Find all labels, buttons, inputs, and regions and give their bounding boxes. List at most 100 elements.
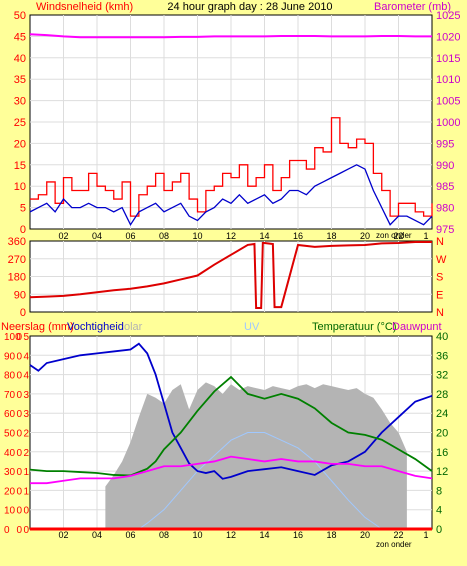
y-tick-label: 20 (4, 486, 16, 497)
y-tick-label: 3 (23, 390, 29, 401)
y-tick-label: 20 (436, 428, 448, 440)
y-tick-label: 15 (14, 160, 26, 172)
y-tick-label: 30 (14, 96, 26, 108)
x-tick-label: 16 (293, 231, 303, 241)
y-tick-label: 10 (4, 506, 16, 517)
y-tick-label: E (436, 289, 443, 301)
y-tick-label: 32 (436, 370, 448, 382)
y-tick-label: 985 (436, 181, 454, 193)
y-tick-label: 0 (16, 390, 22, 401)
y-tick-label: 0 (16, 448, 22, 459)
chart3-right-label: Temperatuur (°C) (312, 321, 396, 333)
series-direction (29, 240, 432, 310)
chart3-x-note: zon onder (376, 540, 412, 549)
chart3-x-axis: 02 04 06 08 10 12 14 16 18 20 22 1 (58, 530, 428, 540)
x-tick-label: 10 (192, 231, 202, 241)
y-tick-label: 270 (8, 254, 26, 266)
y-tick-label: 3 (23, 409, 29, 420)
y-tick-label: 0 (16, 429, 22, 440)
chart1-title: 24 hour graph day : 28 June 2010 (167, 1, 332, 13)
y-tick-label: 1 (23, 486, 29, 497)
y-tick-label: 0 (23, 525, 29, 536)
y-tick-label: 40 (4, 448, 16, 459)
series-wind_gust (30, 117, 433, 217)
y-tick-label: S (436, 272, 443, 284)
chart1-right-axis: 975 980 985 990 995 1000 1005 1010 1015 1020 1025 (436, 10, 460, 236)
series-uv (138, 432, 383, 530)
y-tick-label: 0 (16, 332, 22, 343)
chart2-left-axis: 0 90 180 270 360 (8, 236, 26, 319)
series-dewpoint (30, 455, 433, 485)
y-tick-label: 40 (436, 331, 448, 343)
y-tick-label: 70 (4, 390, 16, 401)
y-tick-label: 28 (436, 389, 448, 401)
x-tick-label: 18 (326, 530, 336, 540)
y-tick-label: 1025 (436, 10, 460, 22)
y-tick-label: 2 (23, 448, 29, 459)
y-tick-label: 0 (16, 351, 22, 362)
y-tick-label: 995 (436, 138, 454, 150)
y-tick-label: 60 (4, 409, 16, 420)
series-temperature (29, 375, 433, 477)
y-tick-label: 0 (16, 409, 22, 420)
y-tick-label: 12 (436, 466, 448, 478)
series-solar-area (105, 382, 407, 529)
y-tick-label: 100 (4, 332, 21, 343)
y-tick-label: 24 (436, 408, 448, 420)
chart3-series (29, 342, 433, 531)
y-tick-label: 1015 (436, 53, 460, 65)
x-tick-label: 04 (92, 530, 102, 540)
x-tick-label: 20 (360, 231, 370, 241)
chart1-x-note: zon onder (376, 231, 412, 240)
y-tick-label: 975 (436, 224, 454, 236)
y-tick-label: 4 (23, 351, 29, 362)
series-wind_avg (29, 164, 433, 227)
x-tick-label: 02 (58, 530, 68, 540)
series-humidity (29, 342, 433, 480)
chart1-grid (30, 15, 432, 229)
chart3-left-label3: olar (124, 321, 143, 333)
y-tick-label: 5 (20, 203, 26, 215)
y-tick-label: 45 (14, 31, 26, 43)
y-tick-label: N (436, 307, 444, 319)
x-tick-label: 18 (326, 231, 336, 241)
y-tick-label: 1 (23, 467, 29, 478)
x-tick-label: 12 (226, 231, 236, 241)
chart2-series (29, 240, 432, 310)
series-barometer (29, 33, 432, 39)
y-tick-label: 0 (16, 467, 22, 478)
y-tick-label: 40 (14, 53, 26, 65)
y-tick-label: 35 (14, 74, 26, 86)
y-tick-label: 20 (14, 138, 26, 150)
y-tick-label: 0 (16, 506, 22, 517)
y-tick-label: 5 (23, 332, 29, 343)
y-tick-label: 980 (436, 203, 454, 215)
x-tick-label: 14 (259, 231, 269, 241)
x-tick-label: 22 (393, 231, 403, 241)
y-tick-label: 50 (14, 10, 26, 22)
chart3-right-axis: 0 4 8 12 16 20 24 28 32 36 40 (436, 331, 448, 536)
y-tick-label: 0 (23, 506, 29, 517)
chart1-series (29, 33, 433, 227)
y-tick-label: 990 (436, 160, 454, 172)
x-tick-label: 06 (125, 231, 135, 241)
y-tick-label: 16 (436, 447, 448, 459)
y-tick-label: 90 (14, 289, 26, 301)
x-tick-label: 22 (393, 530, 403, 540)
chart3-left-label2: Vochtigheid (67, 321, 124, 333)
y-tick-label: 0 (4, 525, 10, 536)
y-tick-label: N (436, 236, 444, 248)
y-tick-label: 1000 (436, 117, 460, 129)
chart3-right-label2: Dauwpunt (392, 321, 442, 333)
y-tick-label: 50 (4, 429, 16, 440)
y-tick-label: 0 (16, 525, 22, 536)
x-tick-label: 02 (58, 231, 68, 241)
y-tick-label: 0 (16, 371, 22, 382)
chart3-left-label: Neerslag (mm) (1, 321, 74, 333)
y-tick-label: 90 (4, 351, 16, 362)
y-tick-label: 0 (20, 224, 26, 236)
x-tick-label: 1 (423, 231, 428, 241)
y-tick-label: 0 (16, 486, 22, 497)
x-tick-label: 08 (159, 231, 169, 241)
